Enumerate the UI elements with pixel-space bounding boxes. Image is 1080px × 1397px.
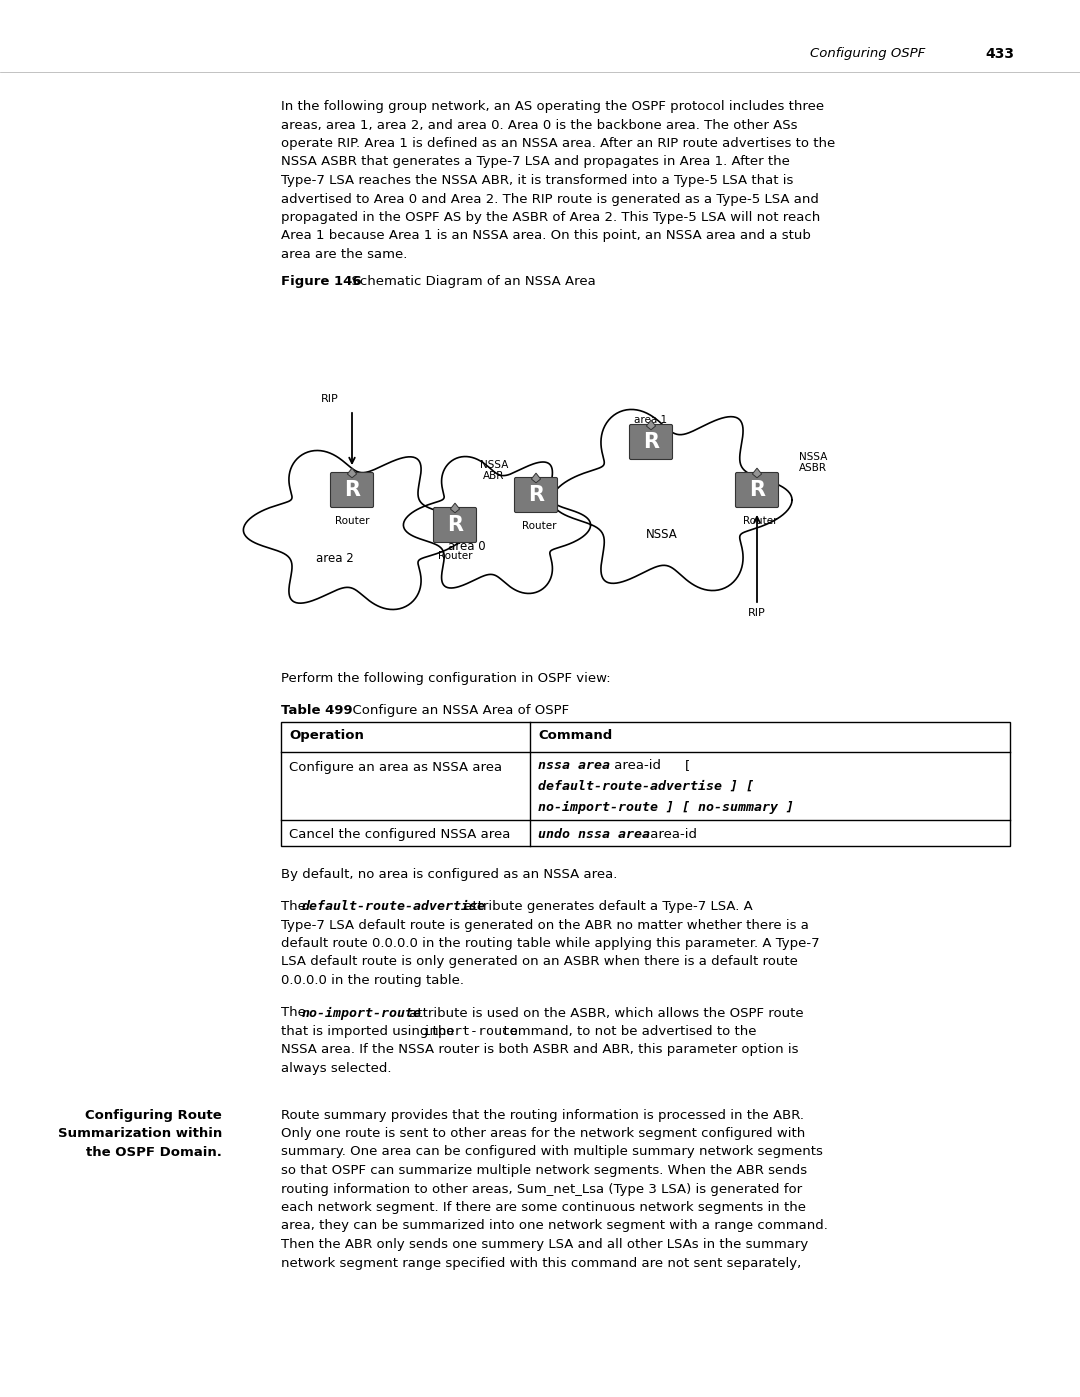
FancyBboxPatch shape <box>735 472 779 507</box>
Text: Operation: Operation <box>289 729 364 742</box>
Text: that is imported using the: that is imported using the <box>281 1025 459 1038</box>
Text: no-import-route: no-import-route <box>302 1006 422 1020</box>
Text: ABR: ABR <box>484 471 504 481</box>
Text: Router: Router <box>743 515 778 527</box>
Text: Summarization within: Summarization within <box>57 1127 222 1140</box>
Text: NSSA: NSSA <box>646 528 678 541</box>
Text: Configuring Route: Configuring Route <box>85 1108 222 1122</box>
FancyBboxPatch shape <box>514 478 557 513</box>
Text: In the following group network, an AS operating the OSPF protocol includes three: In the following group network, an AS op… <box>281 101 824 113</box>
Text: Route summary provides that the routing information is processed in the ABR.: Route summary provides that the routing … <box>281 1108 804 1122</box>
Text: R: R <box>643 432 659 453</box>
Text: Configuring OSPF: Configuring OSPF <box>810 47 926 60</box>
Text: Area 1 because Area 1 is an NSSA area. On this point, an NSSA area and a stub: Area 1 because Area 1 is an NSSA area. O… <box>281 229 811 243</box>
Text: routing information to other areas, Sum_net_Lsa (Type 3 LSA) is generated for: routing information to other areas, Sum_… <box>281 1182 802 1196</box>
Text: Then the ABR only sends one summery LSA and all other LSAs in the summary: Then the ABR only sends one summery LSA … <box>281 1238 808 1250</box>
Text: Type-7 LSA reaches the NSSA ABR, it is transformed into a Type-5 LSA that is: Type-7 LSA reaches the NSSA ABR, it is t… <box>281 175 794 187</box>
Text: nssa area: nssa area <box>538 759 610 773</box>
Text: LSA default route is only generated on an ASBR when there is a default route: LSA default route is only generated on a… <box>281 956 798 968</box>
FancyBboxPatch shape <box>630 425 673 460</box>
Text: no-import-route ] [ no-summary ]: no-import-route ] [ no-summary ] <box>538 800 794 814</box>
Text: areas, area 1, area 2, and area 0. Area 0 is the backbone area. The other ASs: areas, area 1, area 2, and area 0. Area … <box>281 119 797 131</box>
Text: area, they can be summarized into one network segment with a range command.: area, they can be summarized into one ne… <box>281 1220 828 1232</box>
Text: network segment range specified with this command are not sent separately,: network segment range specified with thi… <box>281 1256 801 1270</box>
Text: NSSA: NSSA <box>799 453 827 462</box>
Text: default route 0.0.0.0 in the routing table while applying this parameter. A Type: default route 0.0.0.0 in the routing tab… <box>281 937 820 950</box>
Text: undo nssa area: undo nssa area <box>538 828 650 841</box>
FancyBboxPatch shape <box>433 507 476 542</box>
Text: area 1: area 1 <box>634 415 667 425</box>
Text: 433: 433 <box>985 47 1014 61</box>
Text: R: R <box>447 515 463 535</box>
Text: RIP: RIP <box>748 608 766 617</box>
Text: NSSA area. If the NSSA router is both ASBR and ABR, this parameter option is: NSSA area. If the NSSA router is both AS… <box>281 1044 798 1056</box>
Text: ASBR: ASBR <box>799 462 827 474</box>
Text: import-route: import-route <box>422 1025 518 1038</box>
Polygon shape <box>531 474 541 483</box>
Text: area 0: area 0 <box>448 541 486 553</box>
Text: R: R <box>528 485 544 504</box>
Text: RIP: RIP <box>321 394 339 404</box>
Polygon shape <box>348 468 356 478</box>
Text: each network segment. If there are some continuous network segments in the: each network segment. If there are some … <box>281 1201 806 1214</box>
Polygon shape <box>450 503 460 513</box>
Text: R: R <box>345 481 360 500</box>
Text: Type-7 LSA default route is generated on the ABR no matter whether there is a: Type-7 LSA default route is generated on… <box>281 918 809 932</box>
Text: R: R <box>750 481 765 500</box>
Text: NSSA: NSSA <box>480 460 509 469</box>
Text: operate RIP. Area 1 is defined as an NSSA area. After an RIP route advertises to: operate RIP. Area 1 is defined as an NSS… <box>281 137 835 149</box>
Text: Router: Router <box>634 426 669 436</box>
Text: default-route-advertise: default-route-advertise <box>302 900 486 914</box>
Text: Only one route is sent to other areas for the network segment configured with: Only one route is sent to other areas fo… <box>281 1127 806 1140</box>
Text: the OSPF Domain.: the OSPF Domain. <box>86 1146 222 1158</box>
Text: Schematic Diagram of an NSSA Area: Schematic Diagram of an NSSA Area <box>343 274 596 288</box>
Text: summary. One area can be configured with multiple summary network segments: summary. One area can be configured with… <box>281 1146 823 1158</box>
Text: [: [ <box>669 759 690 773</box>
Text: attribute generates default a Type-7 LSA. A: attribute generates default a Type-7 LSA… <box>460 900 753 914</box>
Text: so that OSPF can summarize multiple network segments. When the ABR sends: so that OSPF can summarize multiple netw… <box>281 1164 807 1178</box>
Text: Router: Router <box>335 515 369 527</box>
Text: Configure an NSSA Area of OSPF: Configure an NSSA Area of OSPF <box>345 704 569 717</box>
Text: The: The <box>281 900 310 914</box>
Text: area 2: area 2 <box>316 552 354 564</box>
Text: propagated in the OSPF AS by the ASBR of Area 2. This Type-5 LSA will not reach: propagated in the OSPF AS by the ASBR of… <box>281 211 820 224</box>
Text: default-route-advertise ] [: default-route-advertise ] [ <box>538 780 754 793</box>
Text: By default, no area is configured as an NSSA area.: By default, no area is configured as an … <box>281 868 618 882</box>
FancyBboxPatch shape <box>330 472 374 507</box>
Text: NSSA ASBR that generates a Type-7 LSA and propagates in Area 1. After the: NSSA ASBR that generates a Type-7 LSA an… <box>281 155 789 169</box>
Text: 0.0.0.0 in the routing table.: 0.0.0.0 in the routing table. <box>281 974 464 988</box>
Text: command, to not be advertised to the: command, to not be advertised to the <box>498 1025 757 1038</box>
Text: advertised to Area 0 and Area 2. The RIP route is generated as a Type-5 LSA and: advertised to Area 0 and Area 2. The RIP… <box>281 193 819 205</box>
Text: Table 499: Table 499 <box>281 704 353 717</box>
Text: area-id: area-id <box>646 828 697 841</box>
Text: The: The <box>281 1006 310 1020</box>
Text: area-id: area-id <box>610 759 661 773</box>
Text: always selected.: always selected. <box>281 1062 391 1076</box>
Text: attribute is used on the ASBR, which allows the OSPF route: attribute is used on the ASBR, which all… <box>405 1006 804 1020</box>
Text: Figure 146: Figure 146 <box>281 274 362 288</box>
Polygon shape <box>753 468 761 478</box>
Text: Perform the following configuration in OSPF view:: Perform the following configuration in O… <box>281 672 610 685</box>
Text: Cancel the configured NSSA area: Cancel the configured NSSA area <box>289 828 511 841</box>
Polygon shape <box>646 420 656 430</box>
Text: Router: Router <box>522 521 556 531</box>
Text: area are the same.: area are the same. <box>281 249 407 261</box>
Text: Command: Command <box>538 729 612 742</box>
Text: Configure an area as NSSA area: Configure an area as NSSA area <box>289 761 502 774</box>
Text: Router: Router <box>437 550 472 562</box>
Bar <box>281 722 1010 847</box>
